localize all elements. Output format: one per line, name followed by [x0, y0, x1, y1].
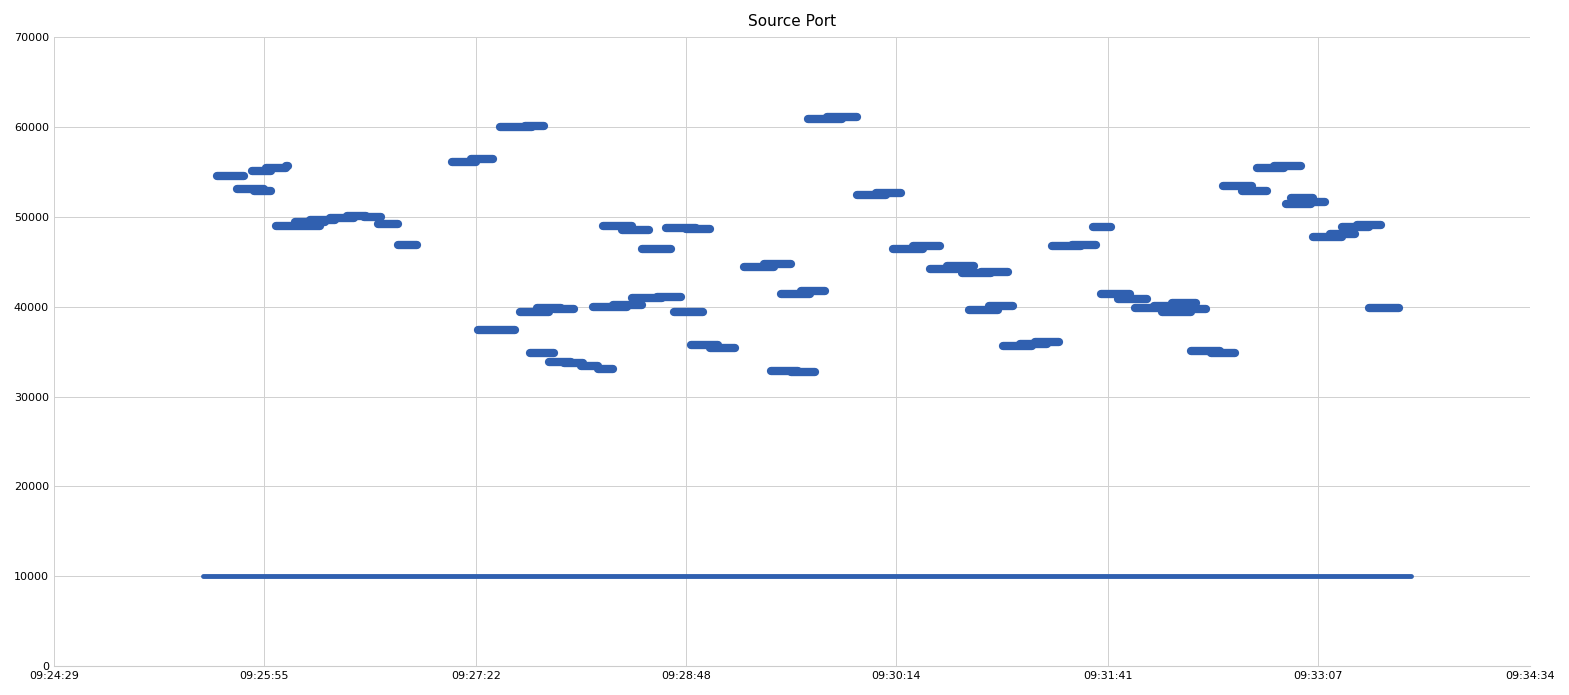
Title: Source Port: Source Port — [748, 14, 836, 29]
